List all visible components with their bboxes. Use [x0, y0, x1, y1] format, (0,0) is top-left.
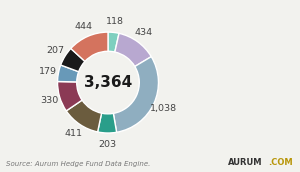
Wedge shape [108, 32, 119, 52]
Wedge shape [115, 33, 151, 67]
Text: 444: 444 [74, 22, 92, 31]
Text: 1,038: 1,038 [150, 104, 178, 113]
Wedge shape [58, 82, 82, 111]
Text: 3,364: 3,364 [84, 75, 132, 90]
Text: 203: 203 [98, 140, 116, 149]
Text: AURUM: AURUM [228, 158, 262, 167]
Text: 330: 330 [40, 95, 58, 105]
Wedge shape [113, 57, 158, 132]
Text: .COM: .COM [268, 158, 293, 167]
Text: 118: 118 [106, 17, 124, 26]
Wedge shape [66, 100, 102, 132]
Text: 207: 207 [46, 46, 64, 55]
Wedge shape [71, 32, 108, 61]
Wedge shape [61, 49, 85, 72]
Wedge shape [98, 113, 117, 133]
Wedge shape [58, 65, 79, 82]
Text: 434: 434 [135, 28, 153, 37]
Text: Source: Aurum Hedge Fund Data Engine.: Source: Aurum Hedge Fund Data Engine. [6, 161, 150, 167]
Text: 411: 411 [65, 129, 83, 138]
Text: 179: 179 [38, 67, 56, 76]
